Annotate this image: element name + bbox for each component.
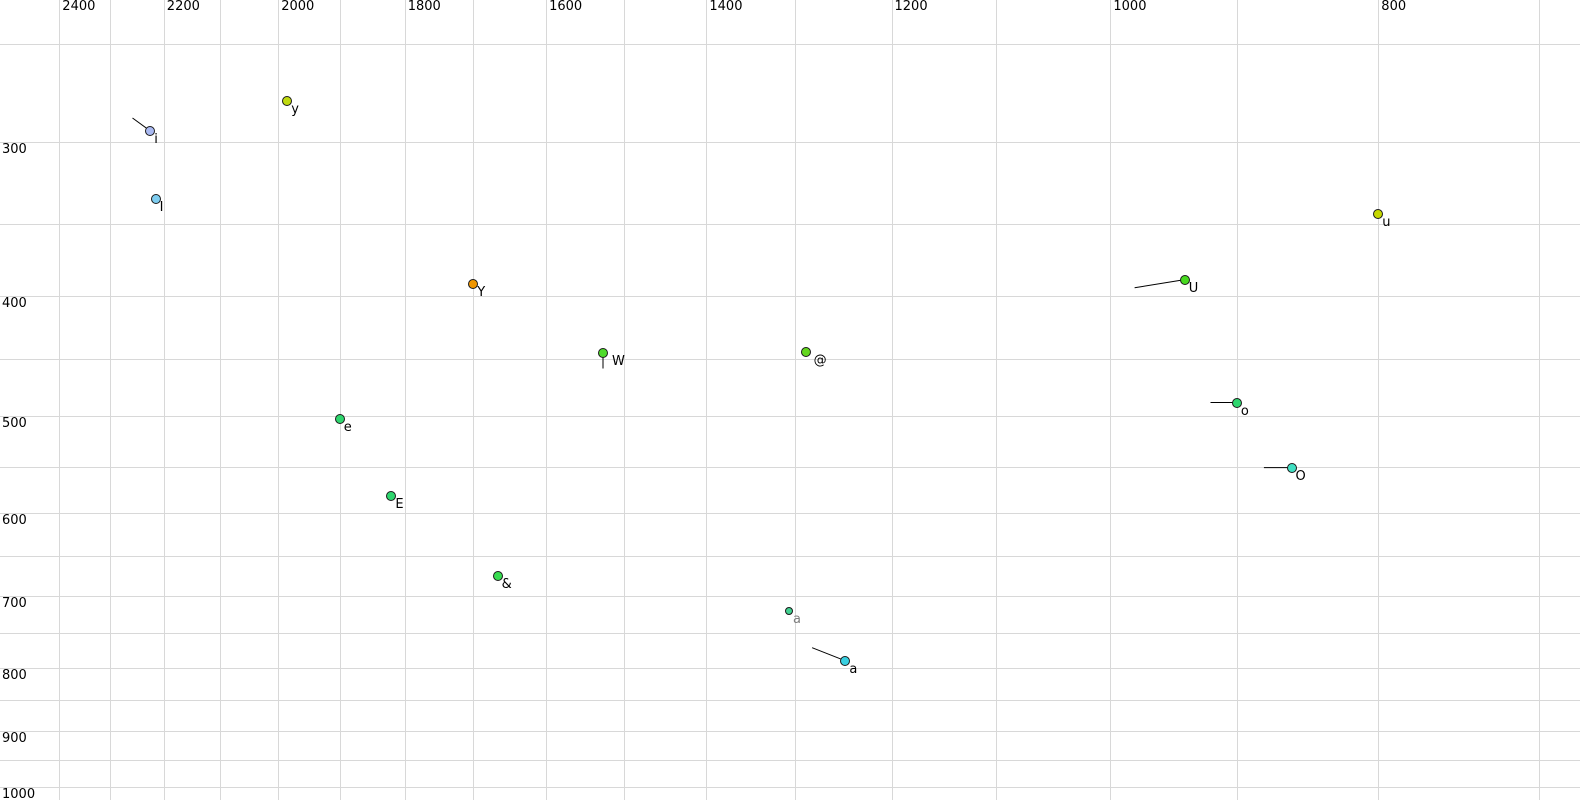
y-gridline bbox=[0, 595, 1580, 597]
vowel-point-label: & bbox=[501, 576, 512, 592]
y-tick-label: 300 bbox=[2, 141, 27, 157]
y-gridline bbox=[0, 141, 1580, 143]
x-gridline bbox=[795, 0, 797, 800]
x-tick-label: 2000 bbox=[281, 0, 315, 14]
x-tick-label: 1800 bbox=[407, 0, 441, 14]
x-gridline bbox=[546, 0, 548, 800]
vowel-point[interactable] bbox=[150, 194, 161, 205]
y-gridline bbox=[0, 700, 1580, 701]
y-gridline bbox=[0, 787, 1580, 789]
y-gridline bbox=[0, 415, 1580, 417]
y-gridline bbox=[0, 44, 1580, 45]
x-gridline bbox=[891, 0, 893, 800]
vowel-point[interactable] bbox=[800, 346, 811, 357]
vowel-point-label: y bbox=[291, 101, 299, 117]
vowel-point-label: u bbox=[1382, 214, 1391, 230]
vowel-point-label: @ bbox=[813, 352, 827, 368]
vowel-point[interactable] bbox=[145, 125, 156, 136]
x-gridline bbox=[996, 0, 997, 800]
vowel-point[interactable] bbox=[1179, 274, 1190, 285]
vowel-point-label: a bbox=[849, 661, 858, 677]
x-tick-label: 2400 bbox=[62, 0, 96, 14]
vowel-point[interactable] bbox=[1231, 397, 1242, 408]
x-gridline bbox=[706, 0, 708, 800]
y-gridline bbox=[0, 759, 1580, 761]
y-gridline bbox=[0, 632, 1580, 634]
x-gridline bbox=[219, 0, 221, 800]
x-gridline bbox=[473, 0, 475, 800]
vowel-point[interactable] bbox=[598, 348, 608, 359]
x-gridline bbox=[278, 0, 280, 800]
y-tick-label: 900 bbox=[2, 730, 27, 746]
vowel-point-label: e bbox=[343, 419, 352, 435]
vowel-point[interactable] bbox=[282, 95, 293, 106]
y-tick-label: 400 bbox=[2, 295, 27, 311]
vowel-point[interactable] bbox=[785, 607, 793, 615]
y-gridline bbox=[0, 359, 1580, 361]
vowel-point-label: W bbox=[612, 354, 625, 370]
vowel-point[interactable] bbox=[840, 655, 851, 666]
vowel-point[interactable] bbox=[386, 491, 397, 501]
y-gridline bbox=[0, 224, 1580, 226]
x-gridline bbox=[339, 0, 341, 800]
vowel-point-label: O bbox=[1295, 468, 1306, 484]
vowel-point-label: E bbox=[395, 497, 404, 512]
y-gridline bbox=[0, 466, 1580, 468]
x-gridline bbox=[623, 0, 625, 800]
x-tick-label: 2200 bbox=[166, 0, 200, 14]
vowel-point[interactable] bbox=[334, 413, 345, 424]
vowel-point[interactable] bbox=[468, 278, 479, 289]
x-gridline bbox=[1110, 0, 1112, 800]
vowel-point-label: U bbox=[1188, 280, 1199, 296]
y-gridline bbox=[0, 667, 1580, 669]
y-tick-label: 1000 bbox=[2, 787, 36, 800]
vowel-point-label: Y bbox=[477, 284, 486, 300]
x-tick-label: 1200 bbox=[894, 0, 928, 14]
vowel-point-label: i bbox=[154, 131, 158, 147]
vowel-point[interactable] bbox=[1286, 462, 1297, 473]
y-tick-label: 800 bbox=[2, 667, 27, 683]
y-tick-label: 700 bbox=[2, 595, 27, 611]
vowel-point-label: o bbox=[1240, 403, 1249, 419]
x-tick-label: 1000 bbox=[1113, 0, 1147, 14]
y-tick-label: 500 bbox=[2, 415, 27, 431]
x-gridline bbox=[163, 0, 165, 800]
x-gridline bbox=[1378, 0, 1380, 800]
x-gridline bbox=[1538, 0, 1540, 800]
x-gridline bbox=[59, 0, 61, 800]
y-gridline bbox=[0, 556, 1580, 558]
y-tick-label: 600 bbox=[2, 513, 27, 529]
vowel-point-label: a bbox=[793, 612, 801, 627]
x-gridline bbox=[404, 0, 406, 800]
x-tick-label: 1400 bbox=[709, 0, 743, 14]
x-tick-label: 1600 bbox=[549, 0, 583, 14]
vowel-point[interactable] bbox=[1373, 208, 1384, 219]
x-gridline bbox=[110, 0, 112, 800]
x-tick-label: 800 bbox=[1381, 0, 1407, 14]
vowel-point[interactable] bbox=[492, 570, 503, 581]
vowel-tail-line bbox=[1134, 279, 1185, 289]
y-gridline bbox=[0, 295, 1580, 297]
y-gridline bbox=[0, 730, 1580, 732]
vowel-point-label: I bbox=[159, 200, 164, 216]
y-gridline bbox=[0, 513, 1580, 515]
